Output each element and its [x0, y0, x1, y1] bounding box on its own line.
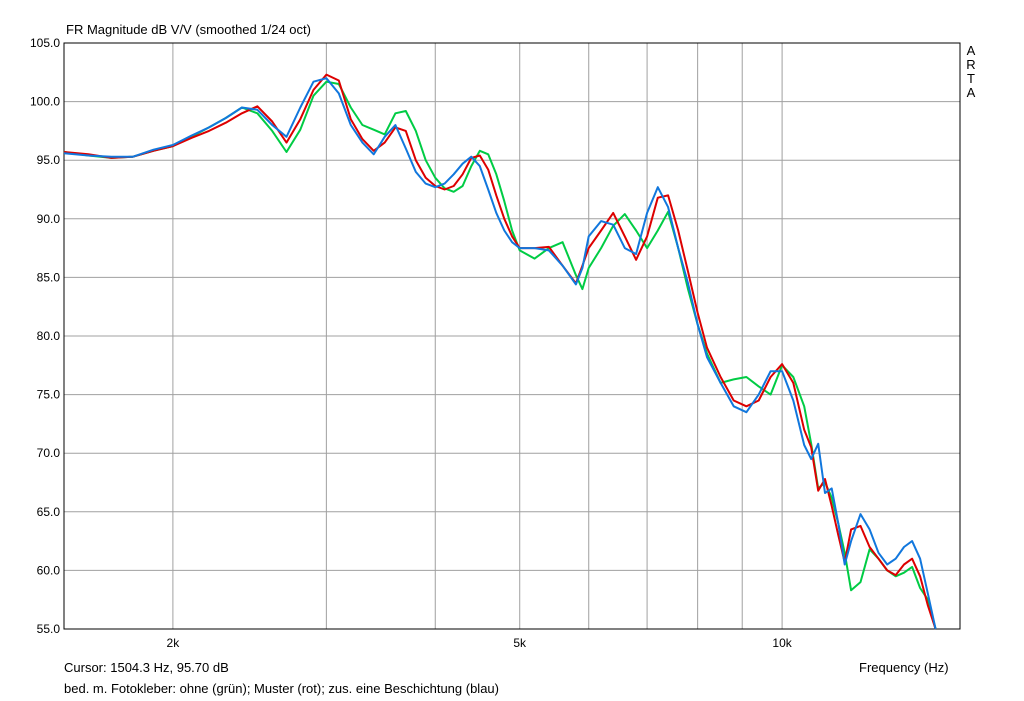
brand-letter: R [966, 57, 976, 72]
arta-brand-label: A R T A [965, 44, 977, 100]
y-tick-label: 70.0 [37, 446, 61, 460]
series-line [63, 80, 937, 630]
x-axis-label: Frequency (Hz) [859, 660, 949, 675]
y-tick-label: 95.0 [37, 153, 61, 167]
y-tick-label: 75.0 [37, 388, 61, 402]
x-tick-label: 5k [513, 636, 527, 650]
y-tick-label: 85.0 [37, 270, 61, 284]
y-tick-label: 90.0 [37, 212, 61, 226]
y-tick-label: 105.0 [30, 36, 60, 50]
brand-letter: T [967, 71, 975, 86]
series-line [63, 77, 937, 630]
x-tick-label: 2k [167, 636, 181, 650]
y-tick-label: 80.0 [37, 329, 61, 343]
y-tick-label: 60.0 [37, 563, 61, 577]
brand-letter: A [966, 85, 976, 100]
plot-frame [63, 42, 961, 630]
brand-letter: A [966, 43, 976, 58]
x-tick-label: 10k [772, 636, 792, 650]
y-tick-label: 100.0 [30, 95, 60, 109]
chart-title: FR Magnitude dB V/V (smoothed 1/24 oct) [66, 22, 311, 37]
cursor-readout: Cursor: 1504.3 Hz, 95.70 dB [64, 660, 229, 675]
y-tick-label: 55.0 [37, 622, 61, 636]
legend-note: bed. m. Fotokleber: ohne (grün); Muster … [64, 681, 499, 696]
y-tick-label: 65.0 [37, 505, 61, 519]
